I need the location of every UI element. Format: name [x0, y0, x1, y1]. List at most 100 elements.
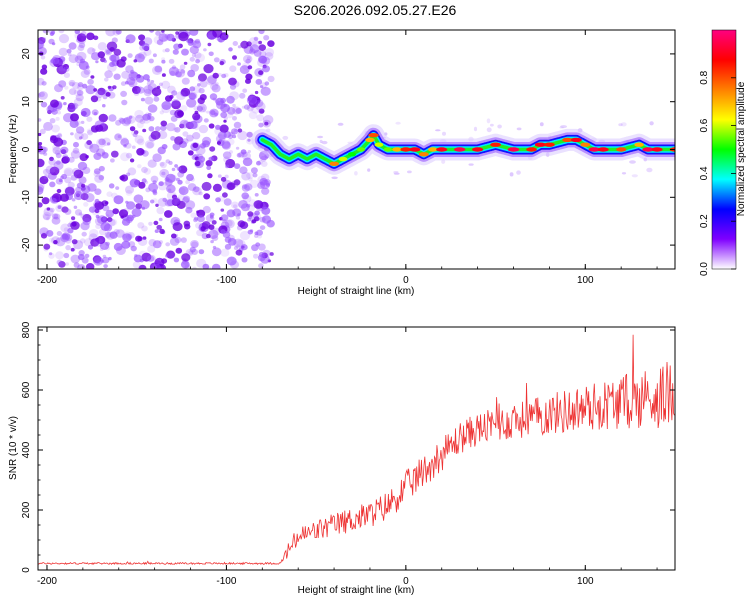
noise-blob [223, 73, 229, 78]
colorbar-tick-label: 0.2 [699, 214, 710, 228]
noise-blob [242, 88, 248, 93]
noise-blob [40, 55, 46, 60]
noise-blob [203, 64, 214, 74]
noise-blob [195, 222, 203, 229]
noise-blob [58, 65, 66, 72]
noise-blob [115, 229, 125, 238]
noise-blob [223, 198, 232, 206]
noise-blob [64, 234, 73, 241]
noise-blob [212, 97, 217, 101]
bottom-x-tick-label: 100 [577, 576, 594, 587]
noise-blob [111, 150, 119, 158]
noise-blob [231, 201, 239, 209]
noise-blob [120, 90, 127, 97]
noise-blob [60, 175, 64, 180]
noise-blob [136, 85, 142, 91]
noise-blob [137, 164, 142, 169]
noise-blob [64, 85, 69, 90]
noise-blob [196, 258, 207, 268]
noise-blob [70, 113, 79, 122]
noise-blob [97, 87, 106, 96]
noise-blob [121, 117, 131, 127]
noise-blob [43, 121, 53, 131]
noise-blob [63, 72, 70, 78]
ridge-point [588, 147, 601, 152]
noise-blob [50, 135, 57, 141]
noise-blob [197, 215, 205, 223]
noise-blob [130, 245, 137, 252]
noise-blob [164, 210, 173, 218]
noise-blob [177, 136, 181, 140]
colorbar-tick-label: 0.4 [699, 166, 710, 180]
noise-blob [148, 126, 155, 132]
ridge-point [562, 137, 573, 143]
noise-blob [178, 186, 189, 196]
noise-blob [156, 206, 165, 215]
noise-blob [139, 200, 150, 210]
noise-blob [179, 119, 190, 129]
noise-blob [264, 48, 275, 57]
noise-blob [228, 77, 237, 86]
noise-blob [138, 250, 147, 258]
noise-blob [224, 236, 232, 243]
noise-blob [38, 132, 42, 137]
chart-title: S206.2026.092.05.27.E26 [293, 2, 457, 18]
noise-blob [190, 212, 197, 219]
noise-blob [181, 48, 189, 56]
noise-blob [178, 187, 186, 194]
noise-blob [201, 106, 205, 110]
noise-blob [261, 206, 271, 215]
noise-blob [202, 109, 207, 113]
noise-blob [84, 193, 95, 203]
noise-blob [215, 82, 219, 86]
noise-blob [191, 53, 197, 58]
noise-blob [192, 132, 201, 140]
noise-blob [263, 35, 270, 41]
noise-blob [70, 150, 81, 159]
noise-blob [80, 30, 87, 37]
noise-blob [48, 158, 56, 166]
noise-blob [103, 223, 113, 232]
top-x-tick-label: -100 [216, 275, 236, 286]
noise-blob [57, 58, 65, 66]
ridge-point [651, 147, 663, 152]
noise-blob [194, 38, 201, 44]
noise-blob [113, 48, 122, 56]
noise-blob [174, 127, 181, 133]
noise-blob [55, 152, 62, 159]
bottom-y-tick-label: 200 [21, 501, 32, 518]
noise-blob [486, 127, 492, 133]
noise-blob [185, 179, 191, 185]
noise-blob [60, 96, 65, 100]
noise-blob [177, 171, 185, 178]
noise-blob [181, 253, 191, 262]
noise-blob [254, 210, 260, 216]
noise-blob [161, 57, 166, 61]
noise-blob [51, 124, 60, 133]
noise-blob [38, 158, 45, 168]
noise-blob [239, 92, 246, 99]
noise-blob [143, 85, 154, 94]
noise-blob [241, 184, 248, 190]
noise-blob [217, 131, 227, 140]
noise-blob [80, 120, 85, 124]
noise-blob [235, 146, 240, 150]
noise-blob [198, 73, 207, 82]
noise-blob [51, 216, 61, 225]
noise-blob [236, 153, 242, 158]
noise-blob [60, 223, 70, 233]
noise-blob [168, 58, 175, 64]
noise-blob [235, 249, 243, 256]
noise-blob [102, 256, 110, 264]
noise-blob [89, 229, 99, 238]
noise-blob [87, 78, 94, 85]
noise-blob [75, 93, 84, 102]
noise-blob [69, 81, 75, 87]
noise-blob [261, 56, 271, 65]
noise-blob [260, 179, 270, 190]
noise-blob [58, 30, 65, 34]
ridge-point [400, 147, 412, 152]
noise-blob [246, 131, 253, 138]
noise-blob [166, 122, 176, 132]
noise-blob [621, 172, 627, 175]
